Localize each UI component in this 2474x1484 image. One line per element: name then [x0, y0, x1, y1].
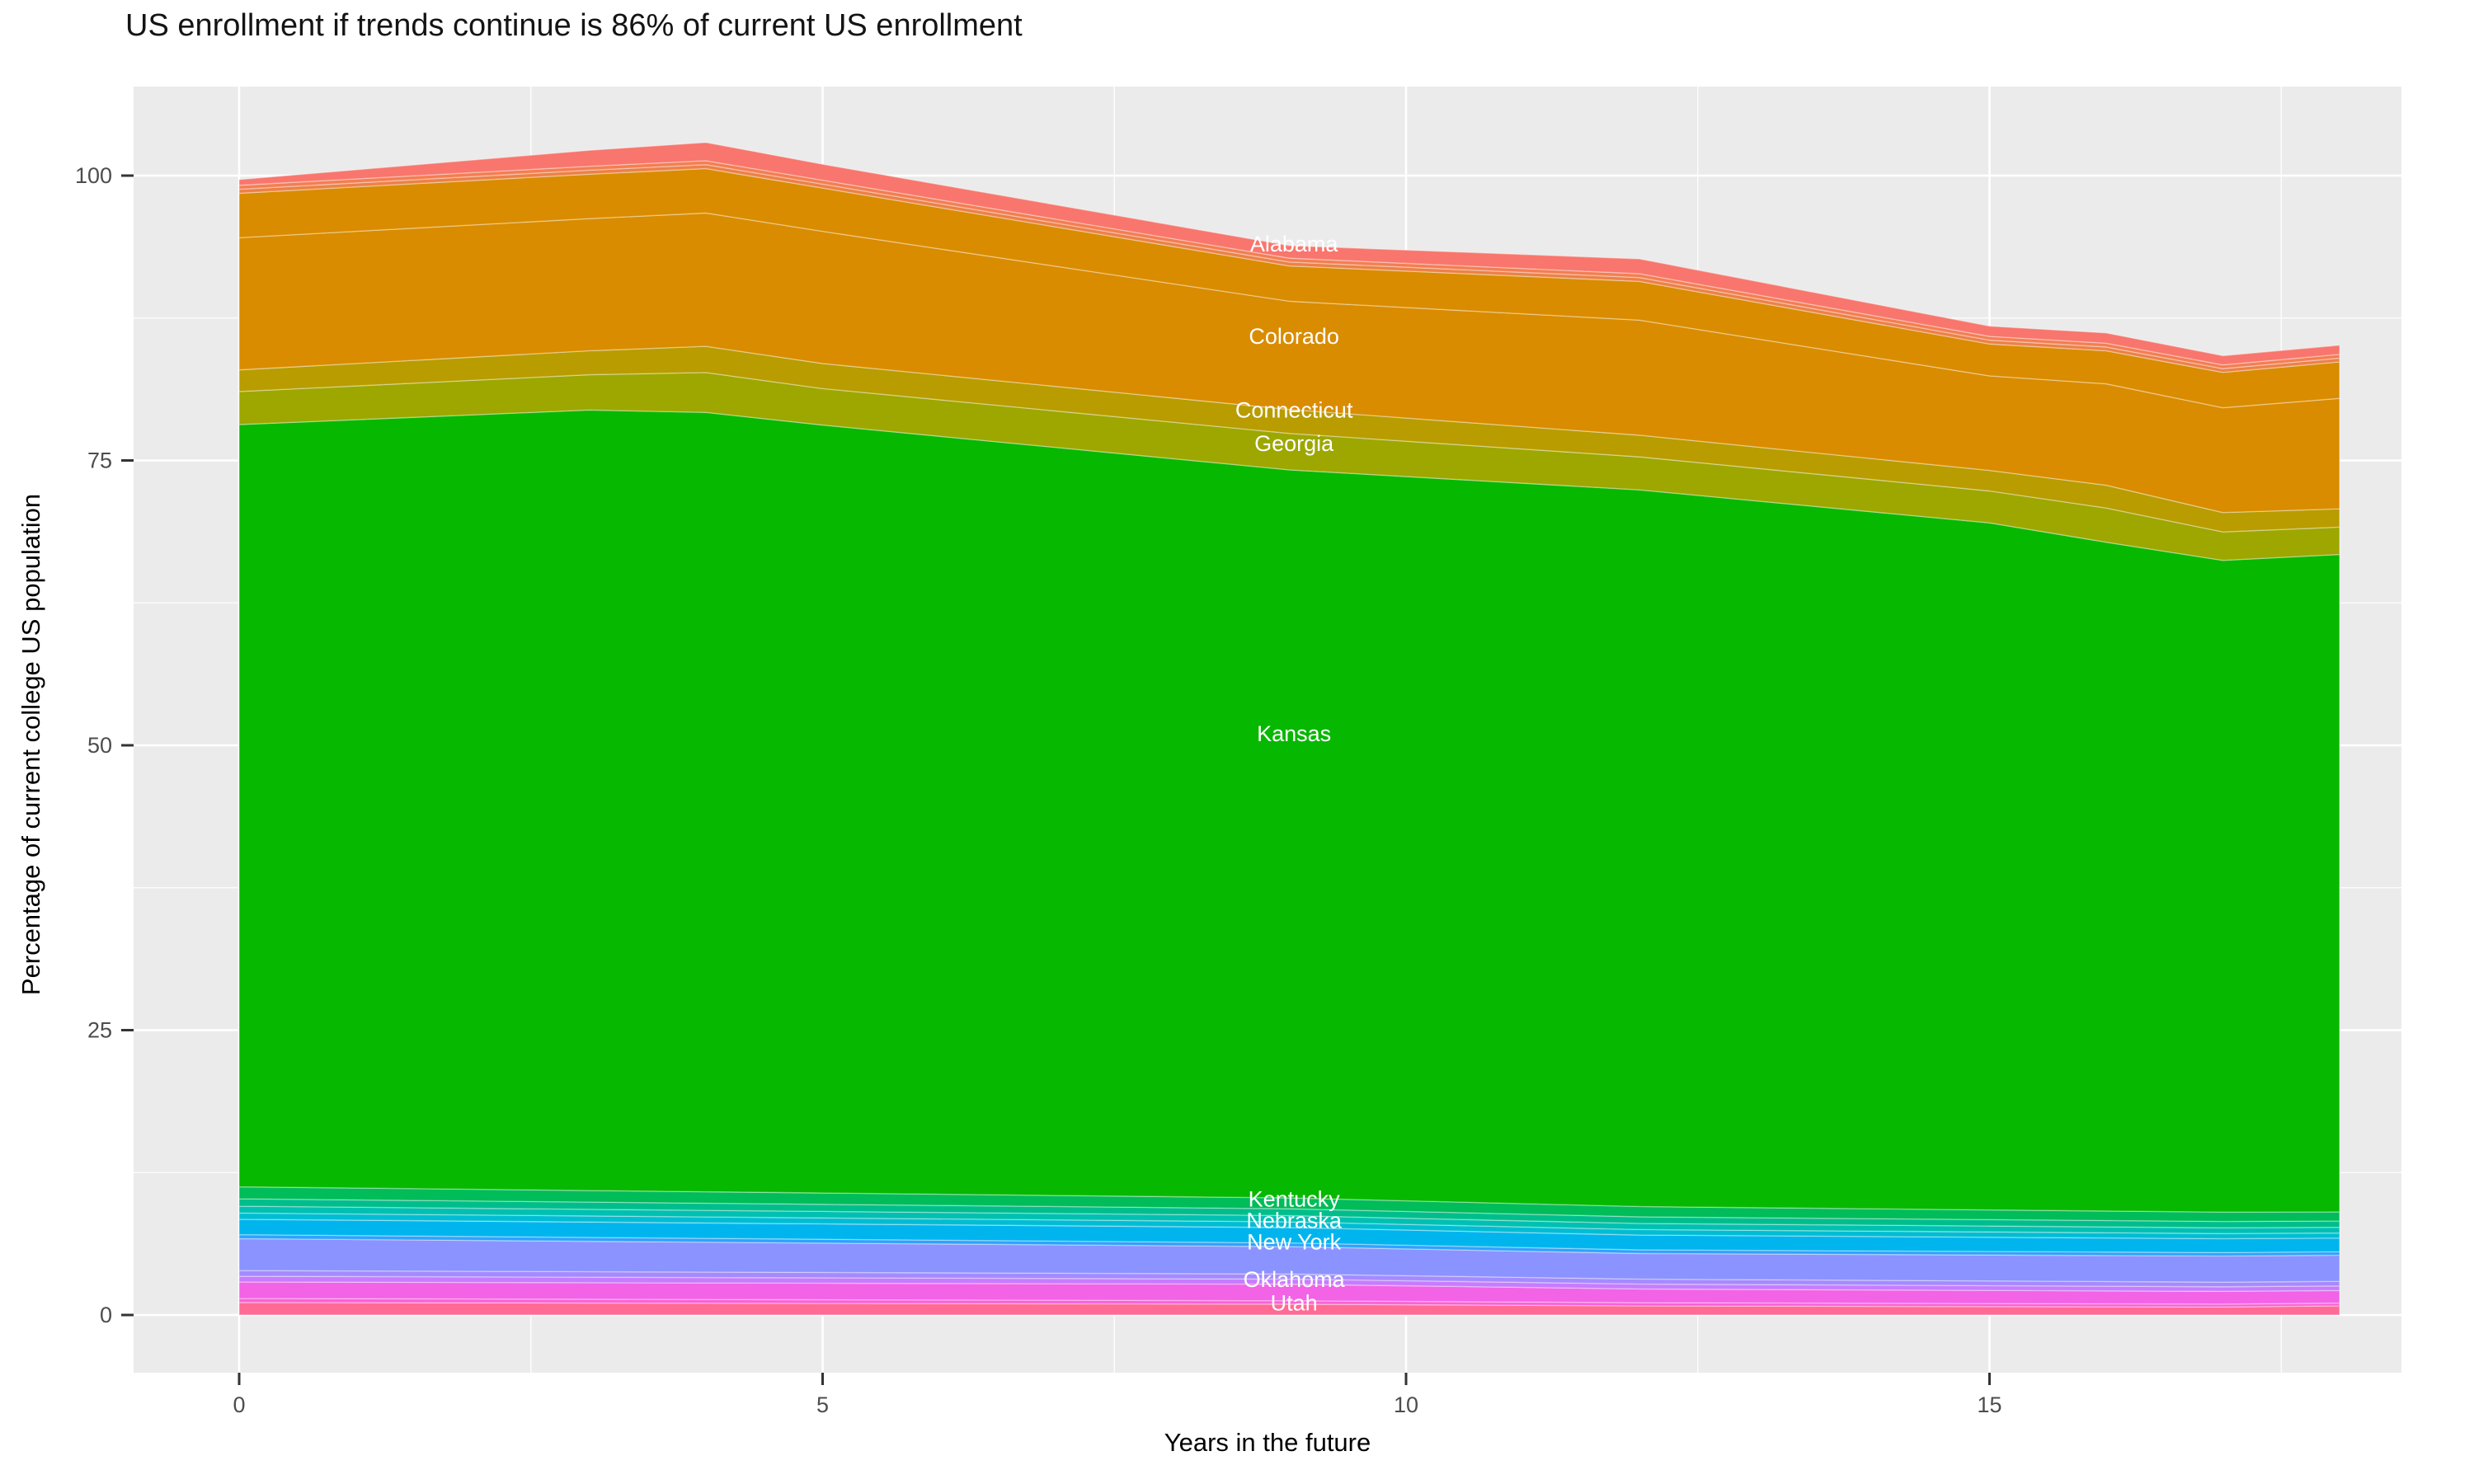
band-label-new-york: New York — [1247, 1230, 1342, 1255]
area-band-tail-states-rose — [238, 1302, 2340, 1316]
y-tick-label: 50 — [87, 733, 112, 758]
chart-title: US enrollment if trends continue is 86% … — [125, 8, 1023, 43]
band-label-connecticut: Connecticut — [1235, 398, 1353, 423]
x-axis-title: Years in the future — [1164, 1428, 1371, 1457]
band-label-colorado: Colorado — [1249, 324, 1339, 349]
area-band-nebraska-cyan — [238, 1219, 2340, 1253]
area-band-california-orange-upper — [238, 167, 2340, 409]
area-band-teal-cyan-strip — [238, 1212, 2340, 1240]
area-band-newyork-periwinkle — [238, 1237, 2340, 1283]
area-band-orange-salmon-strip — [238, 164, 2340, 373]
x-tick-label: 10 — [1394, 1392, 1418, 1417]
band-label-georgia: Georgia — [1254, 431, 1334, 456]
y-tick-label: 25 — [87, 1018, 112, 1043]
x-tick-label: 0 — [233, 1392, 245, 1417]
y-tick-label: 100 — [75, 163, 112, 188]
band-label-kentucky: Kentucky — [1249, 1187, 1341, 1212]
band-label-kansas: Kansas — [1257, 721, 1331, 746]
area-band-alabama-salmon — [238, 142, 2340, 366]
band-label-alabama: Alabama — [1250, 232, 1339, 256]
band-label-utah: Utah — [1271, 1290, 1318, 1315]
area-band-salmon-strip — [238, 160, 2340, 369]
band-label-oklahoma: Oklahoma — [1244, 1267, 1346, 1292]
area-band-seagreen-strip — [238, 1198, 2340, 1228]
area-band-blue-strip — [238, 1233, 2340, 1257]
area-band-connecticut-olive — [238, 345, 2340, 533]
band-label-nebraska: Nebraska — [1246, 1208, 1343, 1233]
area-band-violet-strip — [238, 1270, 2340, 1288]
x-tick-label: 15 — [1977, 1392, 2001, 1417]
y-axis-title: Percentage of current college US populat… — [16, 493, 45, 996]
x-tick-label: 5 — [816, 1392, 829, 1417]
area-band-kansas-green — [238, 409, 2340, 1213]
y-tick-label: 75 — [87, 448, 112, 473]
area-band-kentucky-green — [238, 1186, 2340, 1223]
area-band-texas-magenta — [238, 1281, 2340, 1305]
y-tick-label: 0 — [100, 1303, 112, 1327]
